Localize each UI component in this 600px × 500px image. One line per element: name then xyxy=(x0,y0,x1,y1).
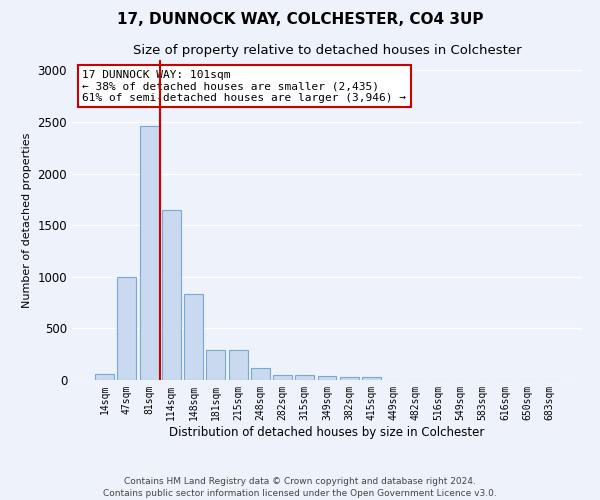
Bar xyxy=(295,375,314,380)
Bar xyxy=(251,368,270,380)
Bar xyxy=(273,375,292,380)
Y-axis label: Number of detached properties: Number of detached properties xyxy=(22,132,32,308)
Text: 17, DUNNOCK WAY, COLCHESTER, CO4 3UP: 17, DUNNOCK WAY, COLCHESTER, CO4 3UP xyxy=(117,12,483,28)
Bar xyxy=(95,374,114,380)
X-axis label: Distribution of detached houses by size in Colchester: Distribution of detached houses by size … xyxy=(169,426,485,438)
Text: Contains HM Land Registry data © Crown copyright and database right 2024.
Contai: Contains HM Land Registry data © Crown c… xyxy=(103,476,497,498)
Bar xyxy=(206,350,225,380)
Bar xyxy=(140,126,158,380)
Bar xyxy=(229,350,248,380)
Title: Size of property relative to detached houses in Colchester: Size of property relative to detached ho… xyxy=(133,44,521,58)
Bar xyxy=(340,378,359,380)
Bar xyxy=(162,210,181,380)
Bar xyxy=(184,294,203,380)
Bar xyxy=(362,378,381,380)
Text: 17 DUNNOCK WAY: 101sqm
← 38% of detached houses are smaller (2,435)
61% of semi-: 17 DUNNOCK WAY: 101sqm ← 38% of detached… xyxy=(82,70,406,103)
Bar xyxy=(317,376,337,380)
Bar xyxy=(118,277,136,380)
